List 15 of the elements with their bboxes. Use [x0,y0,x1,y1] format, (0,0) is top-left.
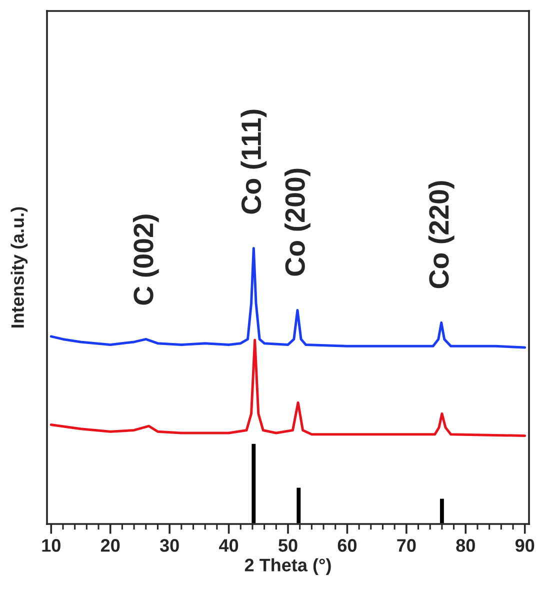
x-tick-label: 70 [397,539,416,552]
x-tick-label: 60 [338,539,357,552]
y-axis-title: Intensity (a.u.) [10,207,28,328]
x-tick-label: 40 [219,539,238,552]
annotation: Co (220) [428,181,454,288]
x-tick-label: 30 [160,539,179,552]
x-tick-label: 20 [100,539,120,552]
x-tick-label: 10 [42,539,60,552]
x-axis-title: 2 Theta (°) [244,558,331,576]
annotation: Co (200) [284,168,310,276]
x-tick-label: 80 [456,539,475,552]
x-tick-label: 50 [278,539,298,552]
annotation: Co (111) [240,110,267,214]
annotation: C (002) [132,214,159,305]
x-tick-label: 90 [515,539,534,552]
